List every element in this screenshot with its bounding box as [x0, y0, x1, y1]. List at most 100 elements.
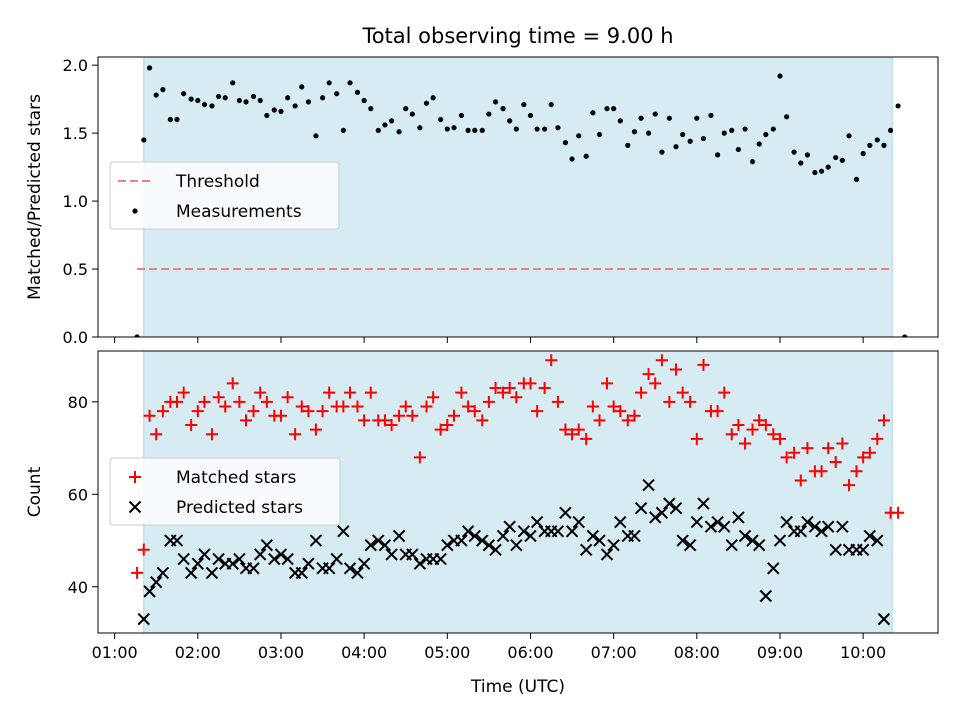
data-point	[863, 446, 876, 459]
data-point	[871, 534, 884, 547]
data-point	[417, 125, 423, 131]
data-point	[430, 95, 436, 101]
data-point	[472, 127, 478, 133]
data-point	[185, 418, 198, 431]
data-point	[326, 80, 332, 86]
data-point	[382, 122, 388, 128]
data-point	[177, 552, 190, 566]
data-point	[455, 534, 468, 547]
data-point	[302, 405, 315, 418]
data-point	[871, 432, 884, 445]
data-point	[721, 130, 727, 136]
data-point	[642, 368, 655, 381]
data-point	[403, 106, 409, 112]
data-point	[725, 538, 738, 552]
data-point	[770, 126, 776, 132]
data-point	[572, 423, 585, 436]
data-point	[580, 432, 593, 445]
data-point	[393, 409, 406, 422]
data-point	[829, 455, 842, 468]
data-point	[260, 395, 273, 408]
data-point	[330, 552, 343, 566]
data-point	[396, 129, 402, 135]
data-point	[877, 612, 891, 626]
legend-label: Predicted stars	[176, 498, 303, 518]
data-point	[181, 91, 187, 97]
legend: Threshold Measurements	[109, 161, 340, 230]
data-point	[388, 118, 395, 124]
data-point	[822, 520, 835, 533]
data-point	[334, 91, 340, 97]
data-point	[468, 529, 481, 543]
y-tick-label: 80	[68, 393, 88, 412]
data-point	[281, 391, 294, 404]
legend-label: Matched stars	[176, 468, 296, 488]
y-tick-label: 0.0	[63, 328, 88, 347]
data-point	[177, 386, 190, 399]
data-point	[649, 511, 662, 524]
data-point	[215, 93, 222, 100]
data-point	[434, 423, 447, 436]
data-point	[212, 391, 225, 404]
data-point	[243, 99, 249, 105]
data-point	[507, 118, 513, 124]
data-point	[652, 111, 658, 117]
data-point	[593, 534, 606, 547]
data-point	[666, 115, 672, 121]
data-point	[856, 543, 870, 556]
x-tick-label: 04:00	[341, 643, 387, 662]
data-point	[184, 566, 198, 580]
data-point	[874, 137, 880, 143]
legend-marker-swatch	[132, 208, 138, 214]
data-point	[752, 538, 766, 552]
data-point	[583, 153, 589, 159]
data-point	[150, 575, 163, 589]
data-point	[881, 142, 887, 148]
data-point	[378, 414, 391, 427]
data-point	[281, 552, 294, 566]
x-tick-label: 09:00	[757, 643, 803, 662]
data-point	[517, 525, 531, 538]
data-point	[198, 548, 211, 561]
data-point	[551, 395, 564, 408]
data-point	[503, 520, 516, 533]
data-point	[704, 520, 718, 533]
data-point	[833, 154, 839, 161]
data-point	[438, 116, 444, 123]
data-point	[545, 354, 558, 367]
data-point	[278, 108, 284, 114]
data-point	[455, 386, 468, 399]
data-point	[530, 515, 544, 529]
data-point	[361, 97, 367, 104]
data-point	[137, 543, 150, 556]
data-point	[274, 548, 288, 561]
data-point	[378, 538, 392, 552]
axes-frame	[97, 350, 939, 634]
y-tick-label: 2.0	[63, 56, 88, 75]
data-point	[254, 386, 267, 399]
legend-label: Measurements	[176, 202, 302, 222]
x-tick-label: 10:00	[840, 643, 886, 662]
data-point	[794, 525, 807, 538]
data-point	[510, 391, 523, 404]
data-point	[559, 506, 572, 520]
data-point	[451, 125, 457, 131]
data-point	[739, 437, 752, 450]
data-point	[607, 538, 620, 552]
x-axis-title: Time (UTC)	[470, 677, 565, 697]
data-point	[160, 87, 166, 93]
data-point	[645, 130, 652, 136]
data-point	[497, 386, 510, 399]
data-point	[357, 557, 371, 570]
data-point	[586, 400, 599, 413]
data-point	[305, 99, 312, 105]
data-point	[798, 160, 804, 166]
data-point	[413, 451, 426, 464]
data-point	[264, 112, 270, 119]
x-tick-label: 05:00	[424, 643, 470, 662]
data-point	[791, 149, 797, 155]
data-point	[663, 395, 676, 408]
data-point	[590, 110, 596, 116]
data-point	[368, 106, 374, 112]
data-point	[444, 126, 450, 132]
